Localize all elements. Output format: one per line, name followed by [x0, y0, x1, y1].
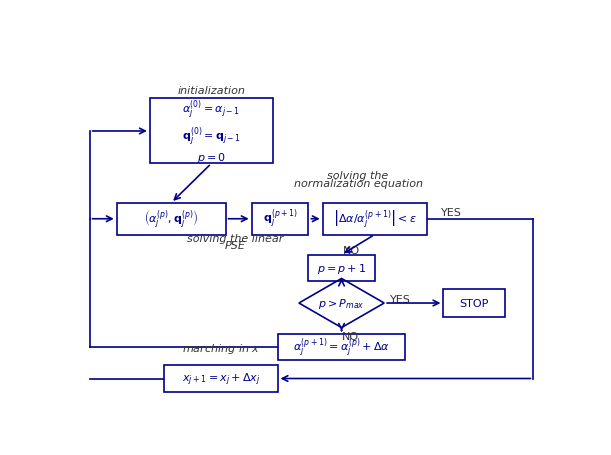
Text: solving the linear: solving the linear — [187, 233, 283, 243]
Text: initialization: initialization — [177, 86, 245, 96]
Text: NO: NO — [342, 246, 360, 256]
Text: $\mathbf{q}_j^{(p+1)}$: $\mathbf{q}_j^{(p+1)}$ — [263, 207, 298, 231]
Text: marching in $x$: marching in $x$ — [181, 341, 260, 355]
Bar — [323, 203, 426, 235]
Bar — [277, 334, 406, 360]
Text: solving the: solving the — [327, 171, 389, 181]
Text: PSE: PSE — [225, 241, 246, 251]
Text: STOP: STOP — [459, 298, 489, 308]
Bar — [164, 365, 277, 392]
Text: YES: YES — [390, 294, 411, 304]
Text: $p > P_{max}$: $p > P_{max}$ — [318, 296, 365, 310]
Text: $p = p+1$: $p = p+1$ — [317, 261, 366, 275]
Text: $\left|\Delta\alpha/\alpha_j^{(p+1)}\right| < \varepsilon$: $\left|\Delta\alpha/\alpha_j^{(p+1)}\rig… — [332, 208, 417, 231]
Bar — [309, 255, 375, 282]
Bar — [150, 99, 273, 164]
Text: $\left(\alpha_j^{(p)},\mathbf{q}_j^{(p)}\right)$: $\left(\alpha_j^{(p)},\mathbf{q}_j^{(p)}… — [144, 208, 199, 231]
Text: $\alpha_j^{(p+1)} = \alpha_j^{(p)} + \Delta\alpha$: $\alpha_j^{(p+1)} = \alpha_j^{(p)} + \De… — [293, 335, 390, 359]
Bar — [252, 203, 309, 235]
Text: $x_{j+1} = x_j + \Delta x_j$: $x_{j+1} = x_j + \Delta x_j$ — [181, 370, 260, 387]
Bar — [444, 289, 505, 318]
Text: $\alpha_j^{(0)} = \alpha_{j-1}$
$\mathbf{q}_j^{(0)} = \mathbf{q}_{j-1}$
$p = 0$: $\alpha_j^{(0)} = \alpha_{j-1}$ $\mathbf… — [182, 99, 241, 165]
Text: normalization equation: normalization equation — [294, 178, 423, 188]
Text: YES: YES — [441, 208, 462, 218]
Bar — [117, 203, 225, 235]
Text: NO: NO — [342, 331, 359, 341]
